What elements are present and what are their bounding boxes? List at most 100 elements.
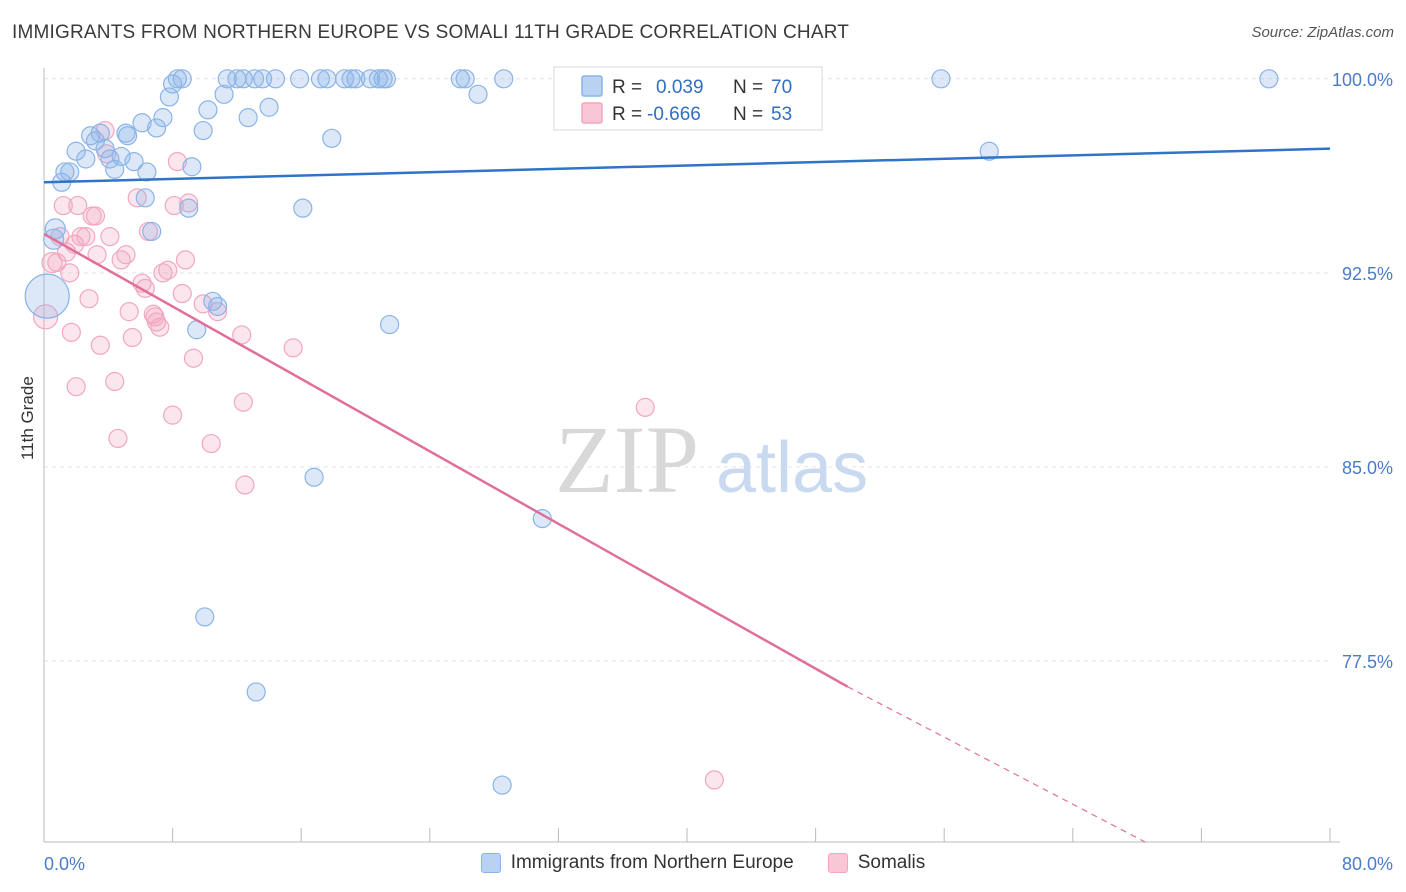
legend-r-label-blue: R = (612, 77, 642, 98)
point-somalis-13 (79, 289, 99, 309)
point-somalis-51 (143, 304, 163, 324)
legend-item-somalis: Somalis (827, 852, 926, 874)
point-somalis-9 (66, 377, 86, 397)
point-somalis-48 (283, 338, 303, 358)
point-somalis-46 (233, 392, 253, 412)
point-somalis-38 (172, 283, 192, 304)
y-tick-label-2: 85.0% (1342, 458, 1393, 478)
point-northern-europe-22 (146, 118, 167, 138)
series-somalis (33, 120, 724, 790)
point-northern-europe-69 (492, 775, 512, 795)
point-northern-europe-19 (135, 188, 155, 208)
series-northern-europe (24, 69, 1279, 795)
point-somalis-21 (105, 371, 125, 392)
point-somalis-36 (164, 195, 184, 216)
point-northern-europe-58 (455, 69, 475, 89)
point-northern-europe-5 (60, 162, 80, 182)
y-tick-label-3: 77.5% (1342, 652, 1393, 672)
point-northern-europe-66 (195, 607, 215, 627)
axes (43, 68, 1340, 843)
legend-bottom: Immigrants from Northern Europe Somalis (0, 852, 1406, 874)
point-northern-europe-46 (310, 69, 331, 89)
legend-n-label-blue: N = (733, 77, 763, 98)
point-somalis-4 (53, 195, 73, 216)
point-somalis-50 (704, 770, 724, 790)
point-somalis-40 (179, 193, 199, 213)
legend-swatch-pink (581, 102, 603, 124)
legend-box: R = 0.039 N = 70 R = -0.666 N = 53 (553, 66, 823, 131)
point-somalis-17 (90, 335, 110, 355)
point-somalis-11 (71, 227, 91, 247)
trend-lines (43, 147, 1331, 843)
legend-swatch-northern-europe (480, 853, 501, 873)
point-somalis-25 (119, 302, 139, 322)
point-somalis-41 (183, 348, 204, 368)
legend-label-northern-europe: Immigrants from Northern Europe (510, 852, 794, 873)
legend-r-value-blue: 0.039 (656, 77, 704, 98)
point-northern-europe-12 (100, 149, 120, 169)
point-northern-europe-32 (198, 100, 218, 120)
point-northern-europe-2 (44, 218, 66, 240)
legend-n-value-pink: 53 (771, 104, 792, 125)
point-somalis-47 (235, 475, 255, 495)
point-northern-europe-7 (76, 149, 96, 169)
watermark-atlas: atlas (716, 428, 868, 508)
point-northern-europe-67 (246, 682, 266, 702)
y-tick-labels: 100.0% 92.5% 85.0% 77.5% (1332, 70, 1393, 672)
point-somalis-7 (61, 322, 81, 342)
point-northern-europe-31 (193, 120, 213, 141)
legend-r-value-pink: -0.666 (647, 104, 701, 125)
point-somalis-26 (122, 327, 143, 348)
point-northern-europe-48 (322, 128, 342, 148)
x-tick-label-0: 0.0% (44, 854, 85, 874)
point-northern-europe-34 (208, 296, 228, 317)
point-somalis-39 (175, 250, 196, 270)
point-northern-europe-38 (233, 69, 253, 89)
point-somalis-27 (127, 188, 147, 208)
point-somalis-15 (85, 206, 106, 226)
point-northern-europe-40 (244, 69, 265, 89)
trend-line-northern-europe (43, 147, 1331, 184)
legend-label-somalis: Somalis (857, 852, 926, 873)
point-somalis-20 (100, 227, 120, 247)
point-northern-europe-49 (335, 69, 355, 89)
point-northern-europe-23 (153, 108, 173, 128)
x-tick-label-1: 80.0% (1342, 854, 1393, 874)
legend-n-label-pink: N = (733, 104, 763, 125)
point-northern-europe-44 (289, 69, 310, 89)
point-northern-europe-59 (468, 84, 488, 104)
chart-title: IMMIGRANTS FROM NORTHERN EUROPE VS SOMAL… (12, 22, 850, 43)
point-northern-europe-51 (346, 69, 366, 89)
point-somalis-22 (108, 428, 128, 449)
point-somalis-35 (163, 405, 183, 425)
point-northern-europe-39 (238, 108, 258, 128)
point-northern-europe-11 (95, 139, 115, 159)
legend-swatch-blue (581, 75, 603, 97)
point-somalis-6 (60, 263, 80, 283)
point-somalis-12 (76, 227, 96, 247)
point-somalis-2 (47, 252, 67, 273)
point-northern-europe-26 (167, 69, 188, 89)
point-somalis-24 (116, 245, 136, 265)
point-northern-europe-20 (137, 162, 157, 182)
point-northern-europe-29 (182, 157, 202, 177)
point-northern-europe-10 (90, 123, 110, 143)
point-northern-europe-56 (380, 314, 400, 335)
y-tick-label-0: 100.0% (1332, 70, 1393, 90)
legend-n-value-blue: 70 (771, 77, 792, 98)
legend-r-label-pink: R = (612, 104, 642, 125)
point-northern-europe-14 (111, 146, 131, 167)
point-northern-europe-36 (217, 69, 237, 89)
legend-item-northern-europe: Immigrants from Northern Europe (480, 852, 794, 874)
point-somalis-1 (41, 251, 63, 274)
point-somalis-44 (208, 302, 228, 322)
point-northern-europe-27 (172, 69, 192, 89)
point-northern-europe-68 (304, 467, 324, 487)
point-northern-europe-21 (142, 221, 162, 242)
point-northern-europe-50 (341, 69, 361, 89)
point-northern-europe-47 (317, 69, 337, 89)
point-somalis-45 (232, 325, 252, 345)
point-northern-europe-43 (265, 69, 286, 89)
point-northern-europe-65 (1259, 69, 1279, 89)
point-northern-europe-55 (376, 69, 396, 89)
